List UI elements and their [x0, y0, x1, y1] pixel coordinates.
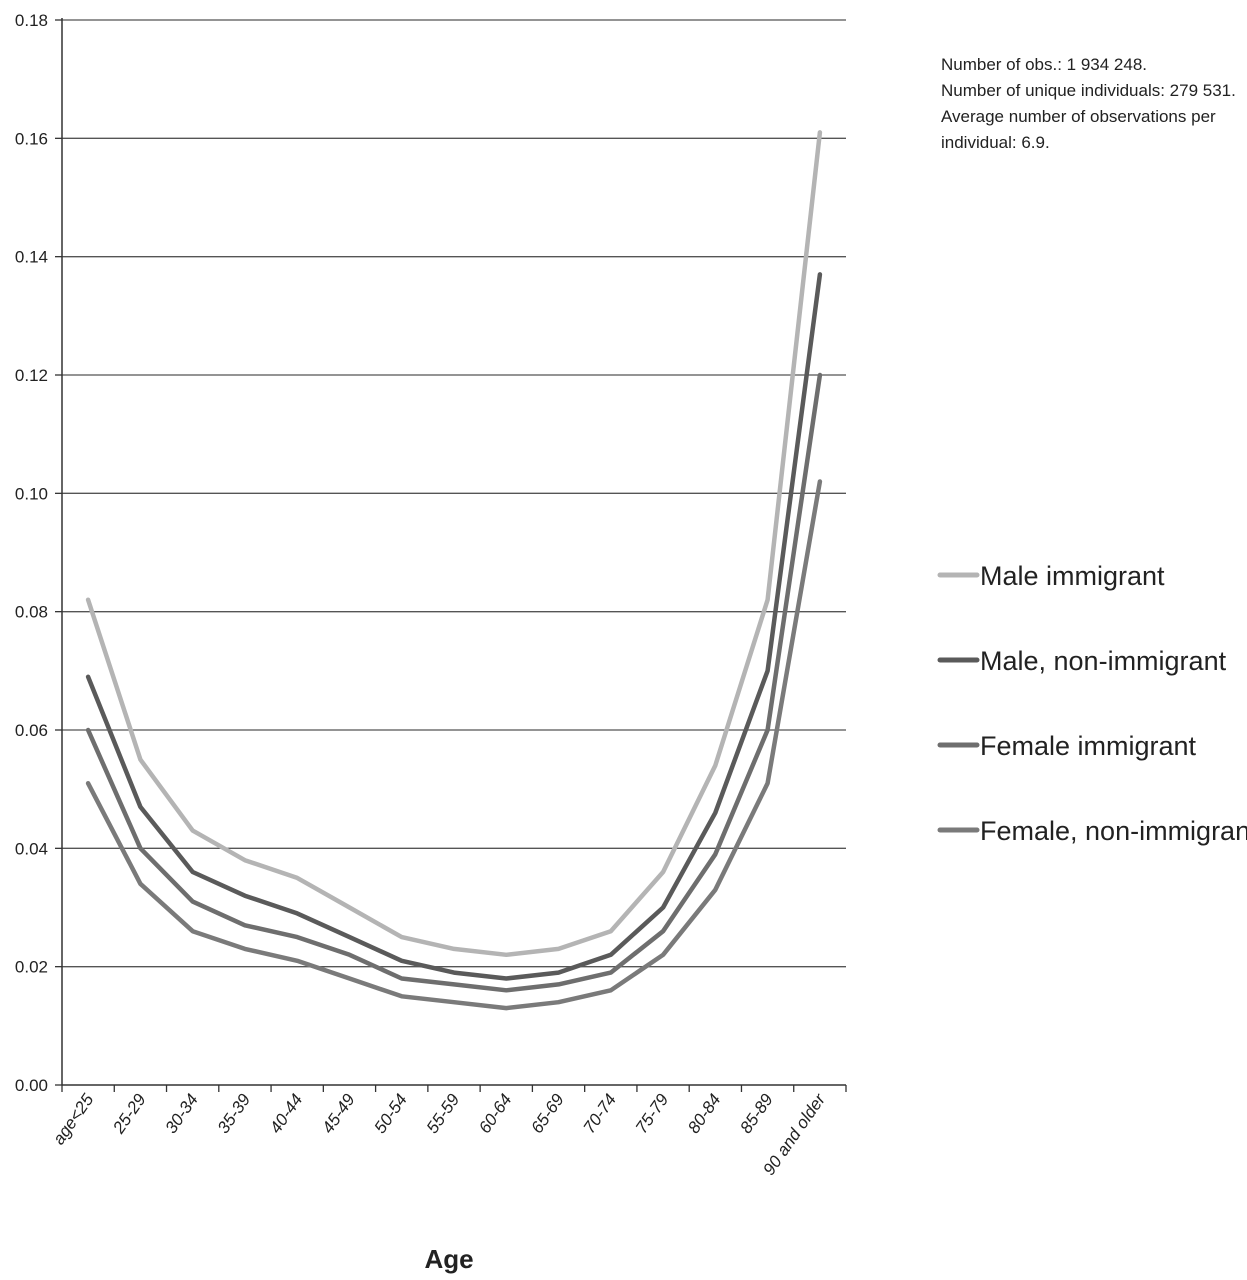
legend-label: Male, non-immigrant — [980, 646, 1227, 676]
x-tick-label: 50-54 — [371, 1090, 412, 1137]
x-tick-label: 35-39 — [214, 1090, 255, 1137]
series-line-3 — [85, 479, 823, 1011]
legend-label: Male immigrant — [980, 561, 1165, 591]
observation-notes: Number of obs.: 1 934 248. Number of uni… — [941, 52, 1241, 156]
series-line-0 — [85, 130, 823, 958]
note-average-obs: Average number of observations per indiv… — [941, 107, 1216, 152]
note-unique-individuals: Number of unique individuals: 279 531. — [941, 81, 1236, 100]
x-tick-label: 60-64 — [475, 1090, 516, 1137]
legend-label: Female, non-immigrant — [980, 816, 1247, 846]
x-tick-label: age<25 — [49, 1090, 98, 1148]
x-tick-label: 85-89 — [736, 1090, 777, 1137]
x-tick-label: 40-44 — [266, 1090, 307, 1137]
legend-label: Female immigrant — [980, 731, 1197, 761]
x-tick-label: 55-59 — [423, 1090, 464, 1137]
legend: Male immigrant Male, non-immigrant Female … — [937, 561, 1247, 846]
x-tick-label: 45-49 — [318, 1090, 359, 1137]
y-tick-label: 0.16 — [15, 129, 48, 148]
y-tick-label: 0.10 — [15, 484, 48, 503]
y-tick-label: 0.14 — [15, 248, 48, 267]
series-line-1 — [85, 272, 823, 981]
x-tick-label: 25-29 — [109, 1090, 150, 1138]
x-tick-label: 75-79 — [632, 1090, 673, 1137]
y-tick-label: 0.06 — [15, 721, 48, 740]
note-obs-count: Number of obs.: 1 934 248. — [941, 55, 1148, 74]
y-tick-label: 0.02 — [15, 958, 48, 977]
x-tick-label: 70-74 — [580, 1090, 621, 1137]
y-tick-label: 0.12 — [15, 366, 48, 385]
x-tick-label: 65-69 — [527, 1090, 568, 1137]
x-tick-label: 80-84 — [684, 1090, 725, 1137]
x-tick-label: 30-34 — [161, 1090, 202, 1137]
series-lines — [85, 130, 823, 1011]
y-tick-label: 0.00 — [15, 1076, 48, 1095]
x-axis: age<25 25-29 30-34 35-39 40-44 45-49 50-54 55-5… — [49, 1084, 847, 1179]
y-axis: 0.00 0.02 0.04 0.06 0.08 0.10 0.12 0.14 0.16 0.18 — [15, 11, 63, 1095]
series-line-2 — [85, 372, 823, 993]
gridlines — [62, 19, 846, 968]
y-tick-label: 0.08 — [15, 603, 48, 622]
x-axis-title: Age — [424, 1244, 473, 1274]
y-tick-label: 0.04 — [15, 839, 48, 858]
y-tick-label: 0.18 — [15, 11, 48, 30]
